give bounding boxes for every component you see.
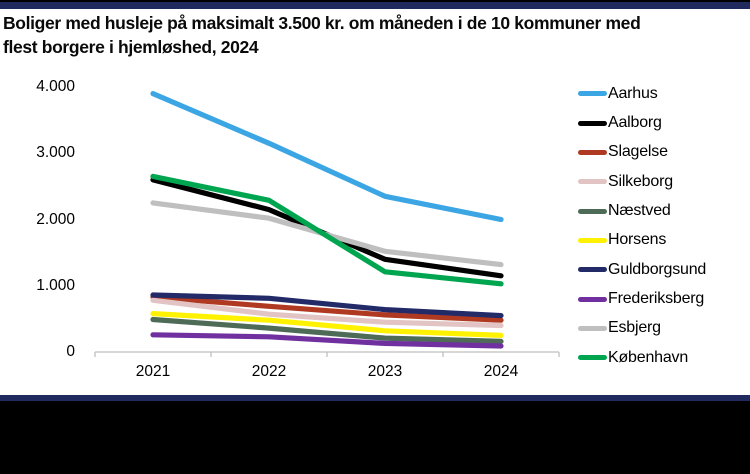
legend-swatch-icon [578,179,607,185]
legend-item-silkeborg: Silkeborg [578,167,748,196]
x-tick-label: 2024 [483,363,519,380]
line-chart [94,90,560,357]
chart-panel: Boliger med husleje på maksimalt 3.500 k… [0,9,750,395]
x-tick-label: 2023 [367,363,403,380]
legend-label: København [608,348,689,366]
legend-swatch-icon [578,149,607,155]
y-tick-label: 2.000 [36,210,75,228]
y-tick-label: 1.000 [36,276,75,294]
legend-label: Slagelse [608,143,668,161]
legend-label: Guldborgsund [608,260,707,278]
legend-item-københavn: København [578,343,748,372]
legend-item-frederiksberg: Frederiksberg [578,284,748,313]
chart-title-line-2: flest borgere i hjemløshed, 2024 [3,37,259,57]
series-line-slagelse [150,294,504,323]
legend-item-horsens: Horsens [578,226,748,255]
chart-title-line-1: Boliger med husleje på maksimalt 3.500 k… [3,13,641,33]
y-tick-label: 3.000 [36,144,75,162]
legend-item-aarhus: Aarhus [578,79,748,108]
x-axis-line [94,351,560,357]
series-line-guldborgsund [150,292,504,319]
legend-swatch-icon [578,208,607,214]
x-tick-label: 2021 [135,363,171,380]
chart-title: Boliger med husleje på maksimalt 3.500 k… [3,11,749,59]
series-line-aalborg [150,177,504,279]
legend-swatch-icon [578,120,607,126]
bottom-accent-bar [0,395,750,401]
legend-label: Næstved [608,202,671,220]
legend-swatch-icon [578,355,607,361]
series-line-næstved [150,316,504,344]
x-tick-label: 2022 [251,363,287,380]
legend-item-aalborg: Aalborg [578,108,748,137]
legend-swatch-icon [578,325,607,331]
legend-label: Esbjerg [608,319,661,337]
legend-label: Aalborg [608,114,662,132]
legend: Aarhus Aalborg Slagelse Silkeborg Næstved Hor… [578,79,748,372]
legend-label: Horsens [608,231,667,249]
legend-swatch-icon [578,237,607,243]
legend-item-næstved: Næstved [578,196,748,225]
legend-label: Aarhus [608,84,658,102]
legend-item-esbjerg: Esbjerg [578,314,748,343]
series-line-silkeborg [150,297,504,329]
series-line-horsens [150,311,504,338]
legend-item-guldborgsund: Guldborgsund [578,255,748,284]
top-accent-bar [0,2,750,9]
legend-label: Silkeborg [608,172,673,190]
legend-swatch-icon [578,267,607,273]
legend-swatch-icon [578,296,607,302]
series-line-københavn [150,173,504,287]
series-line-aarhus [150,90,504,223]
legend-item-slagelse: Slagelse [578,138,748,167]
legend-label: Frederiksberg [608,290,705,308]
series-line-frederiksberg [150,332,504,349]
legend-swatch-icon [578,91,607,97]
y-tick-label: 4.000 [36,78,75,95]
y-tick-label: 0 [66,343,75,360]
